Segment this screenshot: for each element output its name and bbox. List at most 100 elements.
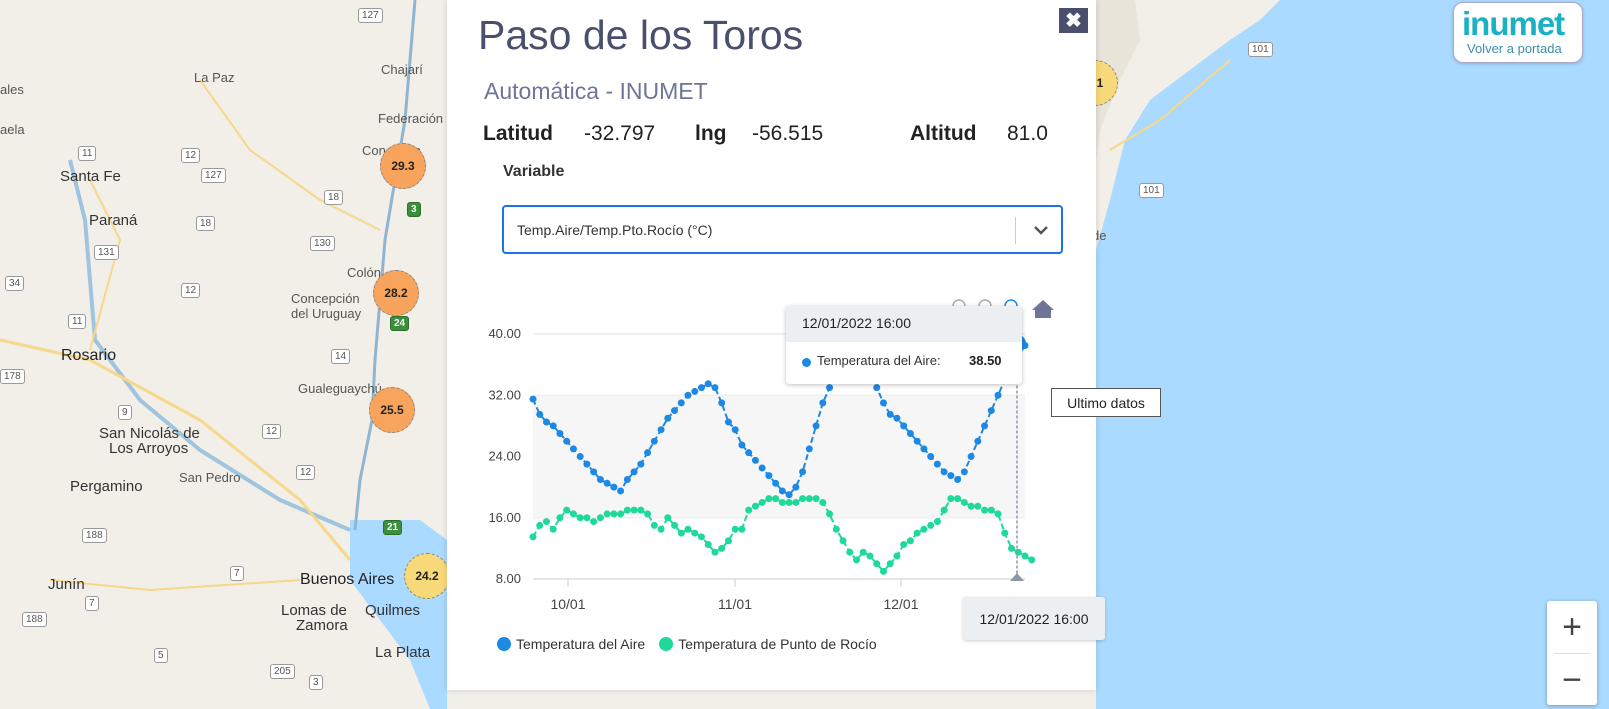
route-shield: 12 [296, 465, 316, 480]
data-point [879, 399, 887, 407]
legend-dot-air [497, 637, 511, 651]
legend-item-air[interactable]: Temperatura del Aire [497, 636, 645, 652]
data-point [859, 548, 867, 556]
data-point [772, 495, 780, 503]
river-uruguay [353, 0, 417, 531]
data-point [960, 468, 968, 476]
route-shield: 7 [230, 566, 244, 581]
map-place-label: Lomas de [281, 602, 347, 619]
x-tick-label: 10/01 [550, 596, 585, 612]
map-place-label: Buenos Aires [300, 571, 395, 588]
data-point [738, 441, 746, 449]
station-marker[interactable]: 29.3 [380, 143, 426, 189]
map-place-label: San Pedro [179, 470, 241, 485]
last-data-annotation: Ultimo datos [1051, 388, 1161, 417]
map-place-label: Paraná [89, 212, 138, 229]
data-point [987, 506, 995, 514]
data-point [671, 521, 679, 529]
data-point [657, 426, 665, 434]
plot-band [533, 395, 1025, 518]
data-point [819, 498, 827, 506]
road-1 [0, 338, 352, 561]
data-point [846, 548, 854, 556]
map-place-label: Zamora [296, 617, 348, 634]
variable-select-value: Temp.Aire/Temp.Pto.Rocío (°C) [517, 222, 713, 238]
data-point [536, 521, 544, 529]
data-point [637, 506, 645, 514]
route-shield: 127 [358, 8, 383, 23]
crosshair-marker [1010, 573, 1024, 581]
map-place-label: Junín [48, 576, 85, 593]
sea-area [1096, 0, 1609, 709]
data-point [664, 514, 672, 522]
altitude-value: 81.0 [1007, 122, 1048, 145]
close-button[interactable]: ✖ [1059, 8, 1088, 33]
zoom-in-button[interactable]: + [1562, 607, 1582, 646]
data-point [671, 407, 679, 415]
data-point [576, 514, 584, 522]
map-place-label: Chajarí [381, 62, 423, 77]
data-point [873, 560, 881, 568]
inumet-logo-button[interactable]: inumet Volver a portada [1453, 2, 1583, 63]
data-point [812, 495, 820, 503]
data-point [751, 456, 759, 464]
data-point [920, 445, 928, 453]
logo-subtitle: Volver a portada [1467, 41, 1562, 56]
data-point [893, 414, 901, 422]
station-marker[interactable]: 25.5 [369, 387, 415, 433]
data-point [886, 410, 894, 418]
data-point [745, 449, 753, 457]
data-point [617, 487, 625, 495]
data-point [576, 453, 584, 460]
route-shield: 101 [1248, 42, 1273, 57]
map-place-label: La Plata [375, 644, 431, 661]
data-point [603, 479, 611, 487]
station-marker[interactable]: 28.2 [373, 270, 419, 316]
data-point [650, 437, 658, 445]
data-point [617, 510, 625, 518]
tooltip-header: 12/01/2022 16:00 [786, 306, 1022, 342]
data-point [542, 518, 550, 526]
zoom-out-button[interactable]: − [1562, 660, 1582, 699]
data-point [704, 541, 712, 549]
data-point [650, 521, 658, 529]
data-point [556, 430, 564, 438]
data-point [563, 506, 571, 514]
route-shield: 11 [68, 314, 87, 329]
data-point [981, 506, 989, 514]
legend-dot-dew [659, 637, 674, 651]
data-point [954, 495, 962, 503]
data-point [644, 449, 652, 457]
data-point [596, 475, 604, 483]
data-point [981, 422, 989, 430]
legend-item-dew[interactable]: Temperatura de Punto de Rocío [659, 636, 877, 652]
road-4 [199, 79, 381, 231]
data-point [819, 399, 827, 407]
data-point [583, 460, 591, 468]
variable-select[interactable]: Temp.Aire/Temp.Pto.Rocío (°C) [502, 205, 1063, 254]
data-point [583, 514, 591, 522]
road-3 [49, 579, 301, 592]
data-point [684, 525, 692, 533]
map-place-label: ales [0, 82, 24, 97]
x-tick-label: 11/01 [718, 596, 752, 612]
data-point [805, 445, 813, 453]
data-point [630, 506, 638, 514]
data-point [927, 453, 935, 460]
route-shield: 5 [154, 648, 168, 663]
data-point [785, 491, 793, 499]
chevron-down-icon[interactable] [1028, 216, 1054, 244]
route-shield: 14 [331, 349, 351, 364]
data-point [967, 502, 975, 510]
data-point [610, 483, 618, 491]
data-point [542, 418, 550, 426]
data-point [731, 426, 739, 434]
route-shield: 21 [383, 520, 403, 535]
station-marker[interactable]: 24.2 [404, 553, 450, 599]
route-shield: 7 [85, 596, 99, 611]
route-shield: 12 [181, 148, 201, 163]
map-place-label: aela [0, 122, 25, 137]
route-shield: 127 [201, 168, 226, 183]
data-point [873, 384, 881, 392]
data-point [920, 525, 928, 533]
